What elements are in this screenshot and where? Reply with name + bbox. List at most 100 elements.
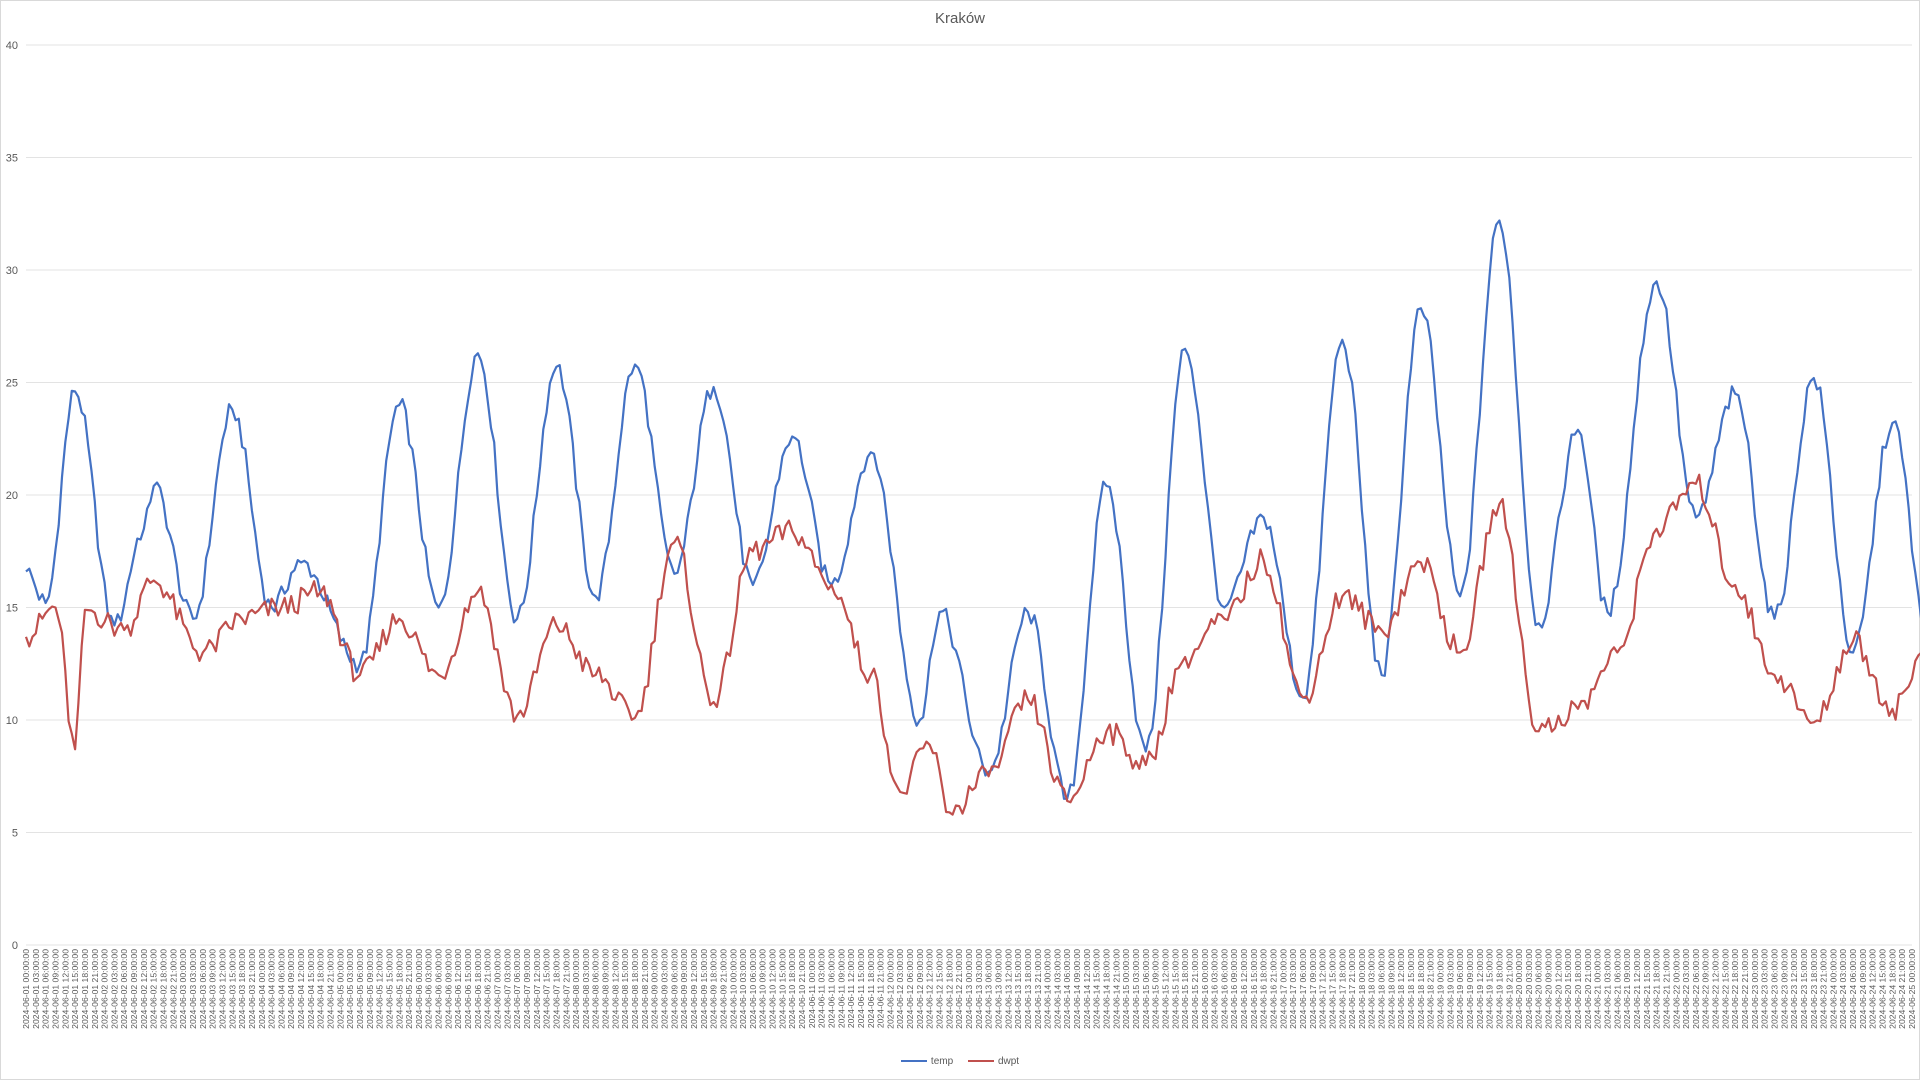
x-tick-label: 2024-06-15 18:00:00 [1180,949,1190,1029]
x-tick-label: 2024-06-17 09:00:00 [1308,949,1318,1029]
x-tick-label: 2024-06-18 18:00:00 [1416,949,1426,1029]
x-tick-label: 2024-06-18 00:00:00 [1357,949,1367,1029]
x-tick-label: 2024-06-24 18:00:00 [1887,949,1897,1029]
x-tick-label: 2024-06-22 09:00:00 [1701,949,1711,1029]
x-tick-label: 2024-06-15 21:00:00 [1190,949,1200,1029]
legend-label-temp: temp [930,1055,954,1067]
x-tick-label: 2024-06-06 00:00:00 [414,949,424,1029]
x-tick-label: 2024-06-21 15:00:00 [1642,949,1652,1029]
x-tick-label: 2024-06-11 18:00:00 [866,949,876,1028]
x-tick-label: 2024-06-09 03:00:00 [659,949,669,1029]
x-tick-label: 2024-06-06 12:00:00 [453,949,463,1029]
x-tick-label: 2024-06-08 06:00:00 [591,949,601,1029]
x-tick-label: 2024-06-04 03:00:00 [267,949,277,1029]
x-tick-label: 2024-06-09 06:00:00 [669,949,679,1029]
x-tick-label: 2024-06-12 03:00:00 [895,949,905,1029]
x-tick-label: 2024-06-09 18:00:00 [709,949,719,1029]
x-tick-label: 2024-06-04 09:00:00 [286,949,296,1029]
x-tick-label: 2024-06-03 09:00:00 [208,949,218,1029]
x-tick-label: 2024-06-20 18:00:00 [1573,949,1583,1029]
x-tick-label: 2024-06-05 18:00:00 [394,949,404,1029]
x-tick-label: 2024-06-02 03:00:00 [109,949,119,1029]
x-tick-label: 2024-06-10 06:00:00 [748,949,758,1029]
x-tick-label: 2024-06-09 21:00:00 [718,949,728,1029]
x-tick-label: 2024-06-20 21:00:00 [1583,949,1593,1029]
x-tick-label: 2024-06-10 21:00:00 [797,949,807,1029]
x-tick-label: 2024-06-06 15:00:00 [463,949,473,1029]
x-tick-label: 2024-06-03 06:00:00 [198,949,208,1029]
x-tick-label: 2024-06-11 15:00:00 [856,949,866,1028]
x-tick-label: 2024-06-07 12:00:00 [532,949,542,1029]
legend-item-dwpt: dwpt [967,1056,1019,1067]
x-tick-label: 2024-06-08 12:00:00 [610,949,620,1029]
x-tick-label: 2024-06-09 15:00:00 [699,949,709,1029]
x-tick-label: 2024-06-16 12:00:00 [1239,949,1249,1029]
y-tick-label: 20 [6,490,18,502]
x-tick-label: 2024-06-13 03:00:00 [974,949,984,1029]
x-tick-label: 2024-06-11 06:00:00 [826,949,836,1028]
x-tick-label: 2024-06-11 00:00:00 [807,949,817,1028]
x-tick-label: 2024-06-23 12:00:00 [1789,949,1799,1029]
x-tick-label: 2024-06-18 03:00:00 [1367,949,1377,1029]
x-tick-label: 2024-06-04 00:00:00 [257,949,267,1029]
x-tick-label: 2024-06-14 06:00:00 [1062,949,1072,1029]
x-tick-label: 2024-06-19 00:00:00 [1436,949,1446,1029]
x-tick-label: 2024-06-18 09:00:00 [1386,949,1396,1029]
x-tick-label: 2024-06-13 18:00:00 [1023,949,1033,1029]
x-tick-label: 2024-06-01 12:00:00 [60,949,70,1029]
x-tick-label: 2024-06-15 15:00:00 [1170,949,1180,1029]
x-tick-label: 2024-06-16 00:00:00 [1200,949,1210,1029]
x-tick-label: 2024-06-21 18:00:00 [1652,949,1662,1029]
x-tick-label: 2024-06-07 18:00:00 [551,949,561,1029]
x-tick-label: 2024-06-04 18:00:00 [316,949,326,1029]
x-tick-label: 2024-06-23 09:00:00 [1779,949,1789,1029]
x-tick-label: 2024-06-11 21:00:00 [876,949,886,1028]
x-tick-label: 2024-06-21 00:00:00 [1593,949,1603,1029]
x-tick-label: 2024-06-15 03:00:00 [1131,949,1141,1029]
x-tick-label: 2024-06-23 21:00:00 [1819,949,1829,1029]
legend: temp dwpt [0,1054,1920,1067]
x-tick-label: 2024-06-20 00:00:00 [1514,949,1524,1029]
x-tick-label: 2024-06-10 18:00:00 [787,949,797,1029]
series-line-dwpt [24,473,1920,816]
x-tick-label: 2024-06-19 12:00:00 [1475,949,1485,1029]
x-tick-label: 2024-06-22 12:00:00 [1711,949,1721,1029]
x-tick-label: 2024-06-05 06:00:00 [355,949,365,1029]
x-tick-label: 2024-06-05 15:00:00 [384,949,394,1029]
x-tick-label: 2024-06-25 00:00:00 [1907,949,1917,1029]
x-tick-label: 2024-06-21 09:00:00 [1622,949,1632,1029]
x-tick-label: 2024-06-16 03:00:00 [1210,949,1220,1029]
x-tick-label: 2024-06-01 18:00:00 [80,949,90,1029]
x-tick-label: 2024-06-10 12:00:00 [768,949,778,1029]
x-tick-label: 2024-06-12 21:00:00 [954,949,964,1029]
x-tick-label: 2024-06-02 21:00:00 [168,949,178,1029]
x-tick-label: 2024-06-16 09:00:00 [1229,949,1239,1029]
x-tick-label: 2024-06-24 03:00:00 [1838,949,1848,1029]
legend-swatch-dwpt [967,1060,994,1062]
legend-item-temp: temp [900,1055,954,1067]
x-tick-label: 2024-06-07 09:00:00 [522,949,532,1029]
x-tick-label: 2024-06-02 06:00:00 [119,949,129,1029]
x-tick-label: 2024-06-02 00:00:00 [100,949,110,1029]
x-tick-label: 2024-06-06 18:00:00 [473,949,483,1029]
x-tick-label: 2024-06-02 12:00:00 [139,949,149,1029]
x-tick-label: 2024-06-08 03:00:00 [581,949,591,1029]
x-tick-label: 2024-06-01 21:00:00 [90,949,100,1029]
y-tick-label: 15 [6,603,18,615]
x-tick-label: 2024-06-01 09:00:00 [50,949,60,1029]
x-tick-label: 2024-06-18 12:00:00 [1396,949,1406,1029]
x-tick-label: 2024-06-19 03:00:00 [1445,949,1455,1029]
x-tick-label: 2024-06-23 15:00:00 [1799,949,1809,1029]
y-tick-label: 0 [12,940,18,952]
x-tick-label: 2024-06-23 06:00:00 [1769,949,1779,1029]
x-tick-label: 2024-06-11 09:00:00 [836,949,846,1028]
y-tick-label: 10 [6,715,18,727]
legend-swatch-temp [900,1060,927,1062]
x-tick-label: 2024-06-06 03:00:00 [424,949,434,1029]
x-tick-label: 2024-06-17 12:00:00 [1318,949,1328,1029]
x-tick-label: 2024-06-19 06:00:00 [1455,949,1465,1029]
x-tick-label: 2024-06-19 18:00:00 [1494,949,1504,1029]
x-tick-label: 2024-06-18 21:00:00 [1426,949,1436,1029]
x-tick-label: 2024-06-08 00:00:00 [571,949,581,1029]
y-tick-label: 35 [6,153,18,165]
